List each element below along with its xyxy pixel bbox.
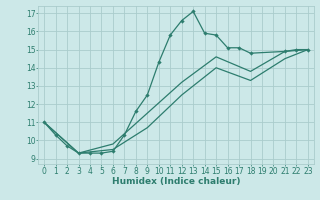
X-axis label: Humidex (Indice chaleur): Humidex (Indice chaleur): [112, 177, 240, 186]
